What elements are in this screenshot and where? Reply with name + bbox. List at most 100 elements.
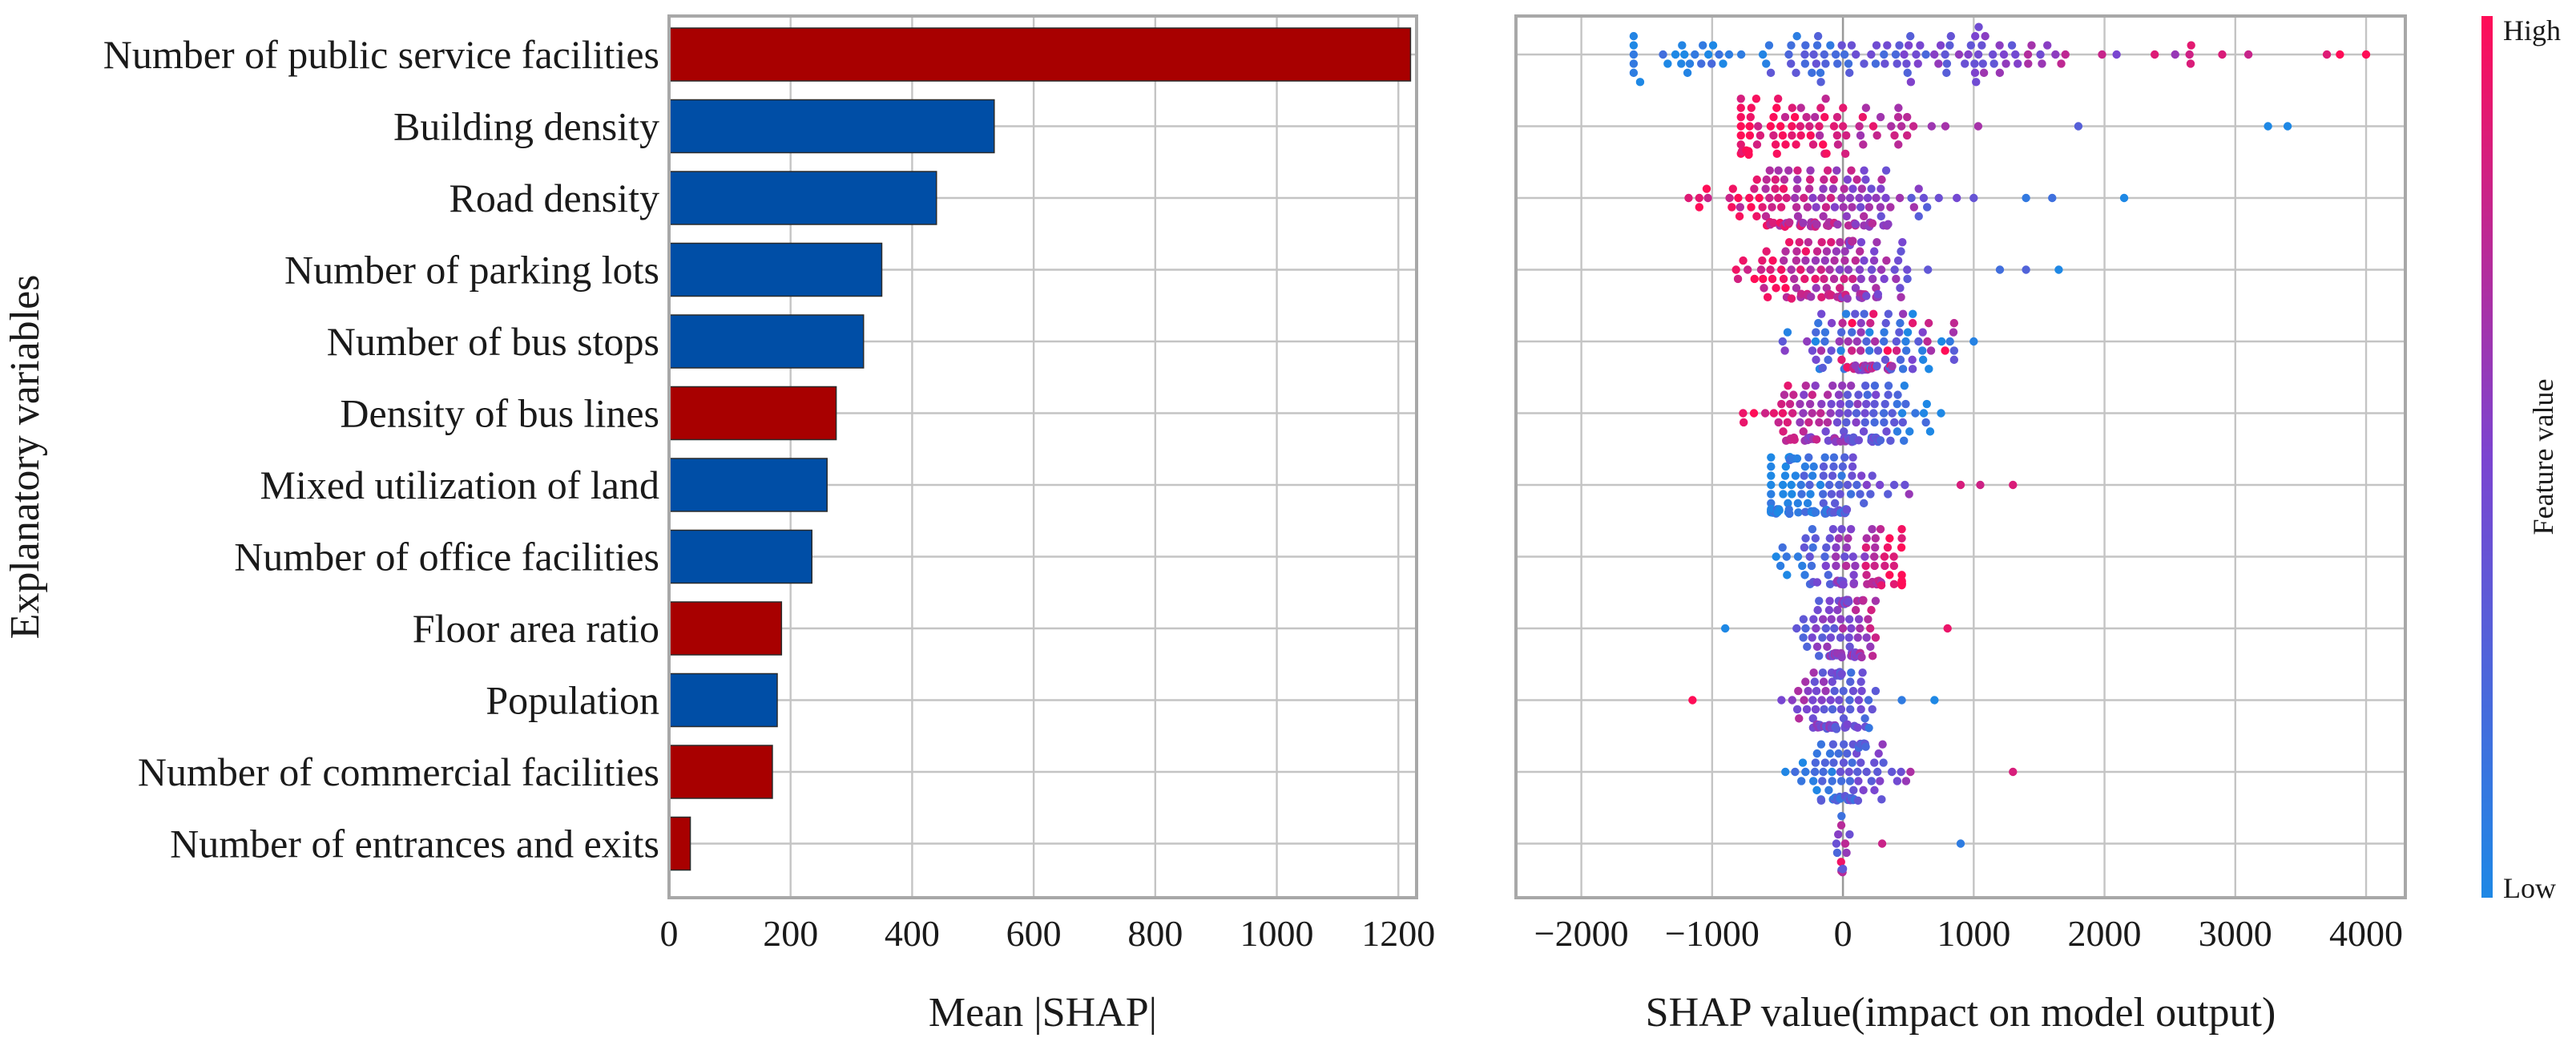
swarm-point: [1862, 767, 1871, 777]
swarm-point: [1829, 122, 1839, 131]
swarm-point: [1897, 409, 1907, 418]
swarm-point: [1746, 112, 1756, 122]
swarm-point: [1777, 696, 1786, 705]
swarm-point: [1812, 247, 1822, 256]
swarm-point: [1905, 490, 1913, 499]
swarm-point: [1949, 328, 1958, 337]
swarm-point: [1871, 596, 1881, 605]
swarm-point: [1970, 68, 1980, 78]
swarm-point: [1836, 633, 1845, 642]
swarm-point: [1913, 59, 1922, 68]
swarm-point: [1860, 59, 1869, 68]
swarm-point: [1856, 247, 1864, 256]
swarm-point: [1800, 50, 1809, 59]
swarm-point: [2185, 50, 2194, 59]
swarm-point: [1736, 131, 1745, 140]
swarm-point: [1840, 247, 1849, 256]
swarm-point: [2218, 50, 2227, 59]
swarm-point: [1923, 337, 1932, 346]
swarm-point: [1849, 571, 1858, 580]
swarm-point: [1801, 247, 1811, 256]
swarm-point: [1767, 453, 1776, 462]
swarm-point: [1811, 337, 1820, 346]
swarm-point: [1781, 284, 1790, 293]
swarm-point: [1876, 436, 1885, 445]
swarm-point: [1810, 677, 1820, 686]
swarm-point: [1820, 328, 1830, 337]
swarm-point: [2171, 50, 2179, 59]
swarm-point: [1897, 524, 1906, 534]
swarm-point: [1879, 409, 1889, 418]
swarm-point: [1663, 59, 1672, 68]
swarm-point: [1812, 686, 1821, 696]
swarm-point: [1735, 203, 1745, 212]
swarm-point: [1816, 78, 1825, 87]
swarm-point: [1856, 131, 1865, 140]
swarm-point: [1800, 462, 1810, 471]
swarm-point: [1877, 184, 1885, 193]
swarm-point: [1837, 811, 1846, 821]
swarm-point: [1812, 642, 1822, 652]
swarm-point: [1856, 471, 1866, 480]
swarm-point: [1981, 31, 1989, 41]
swarm-point: [1771, 175, 1780, 184]
swarm-point: [1804, 453, 1813, 462]
swarm-point: [1779, 256, 1788, 265]
swarm-point: [1842, 212, 1851, 221]
swarm-point: [1832, 848, 1842, 858]
swarm-point: [1840, 453, 1849, 462]
swarm-point: [1842, 543, 1851, 552]
swarm-point: [1824, 355, 1832, 365]
swarm-point: [1888, 409, 1897, 418]
swarm-point: [1839, 758, 1848, 767]
swarm-point: [1844, 59, 1853, 68]
bar-x-tick-2: 400: [885, 913, 940, 954]
swarm-point: [1800, 696, 1808, 705]
swarm-point: [1736, 140, 1745, 149]
swarm-point: [1775, 506, 1784, 515]
swarm-point: [1843, 175, 1852, 184]
swarm-point: [1822, 543, 1831, 552]
swarm-point: [1941, 50, 1949, 59]
swarm-point: [1877, 212, 1885, 221]
swarm-point: [1823, 390, 1832, 399]
swarm-point: [1863, 390, 1872, 399]
swarm-point: [1752, 94, 1761, 103]
swarm-point: [1889, 561, 1899, 571]
swarm-point: [1771, 140, 1780, 149]
swarm-point: [1792, 31, 1801, 41]
swarm-point: [1856, 203, 1865, 212]
swarm-point: [1911, 409, 1920, 418]
swarm-point: [1908, 355, 1917, 365]
swarm-point: [1785, 399, 1795, 409]
swarm-point: [1659, 50, 1667, 59]
swarm-point: [1995, 41, 2004, 50]
swarm-point: [1814, 652, 1824, 660]
swarm-point: [1827, 237, 1836, 247]
swarm-point: [1800, 390, 1808, 399]
swarm-point: [1817, 293, 1826, 302]
swarm-point: [1844, 767, 1853, 777]
swarm-point: [1897, 293, 1905, 302]
swarm-point: [1833, 220, 1842, 229]
swarm-point: [1856, 705, 1865, 714]
swarm-point: [1906, 78, 1916, 87]
swarm-point: [1739, 409, 1748, 418]
swarm-point: [1820, 256, 1829, 265]
bar-7: [668, 529, 813, 584]
swarm-point: [1805, 175, 1815, 184]
swarm-point: [1780, 175, 1789, 184]
swarm-point: [1828, 740, 1838, 749]
swarm-point: [1809, 50, 1818, 59]
swarm-point: [1817, 696, 1826, 705]
swarm-point: [1812, 624, 1820, 633]
swarm-point: [1809, 462, 1818, 471]
swarm-point: [2119, 193, 2129, 203]
swarm-point: [1750, 184, 1759, 193]
swarm-point: [1803, 337, 1812, 346]
swarm-point: [1848, 471, 1856, 480]
swarm-point: [1833, 605, 1842, 615]
swarm-point: [1923, 265, 1933, 274]
swarm-point: [1762, 59, 1771, 68]
swarm-point: [1816, 346, 1826, 355]
